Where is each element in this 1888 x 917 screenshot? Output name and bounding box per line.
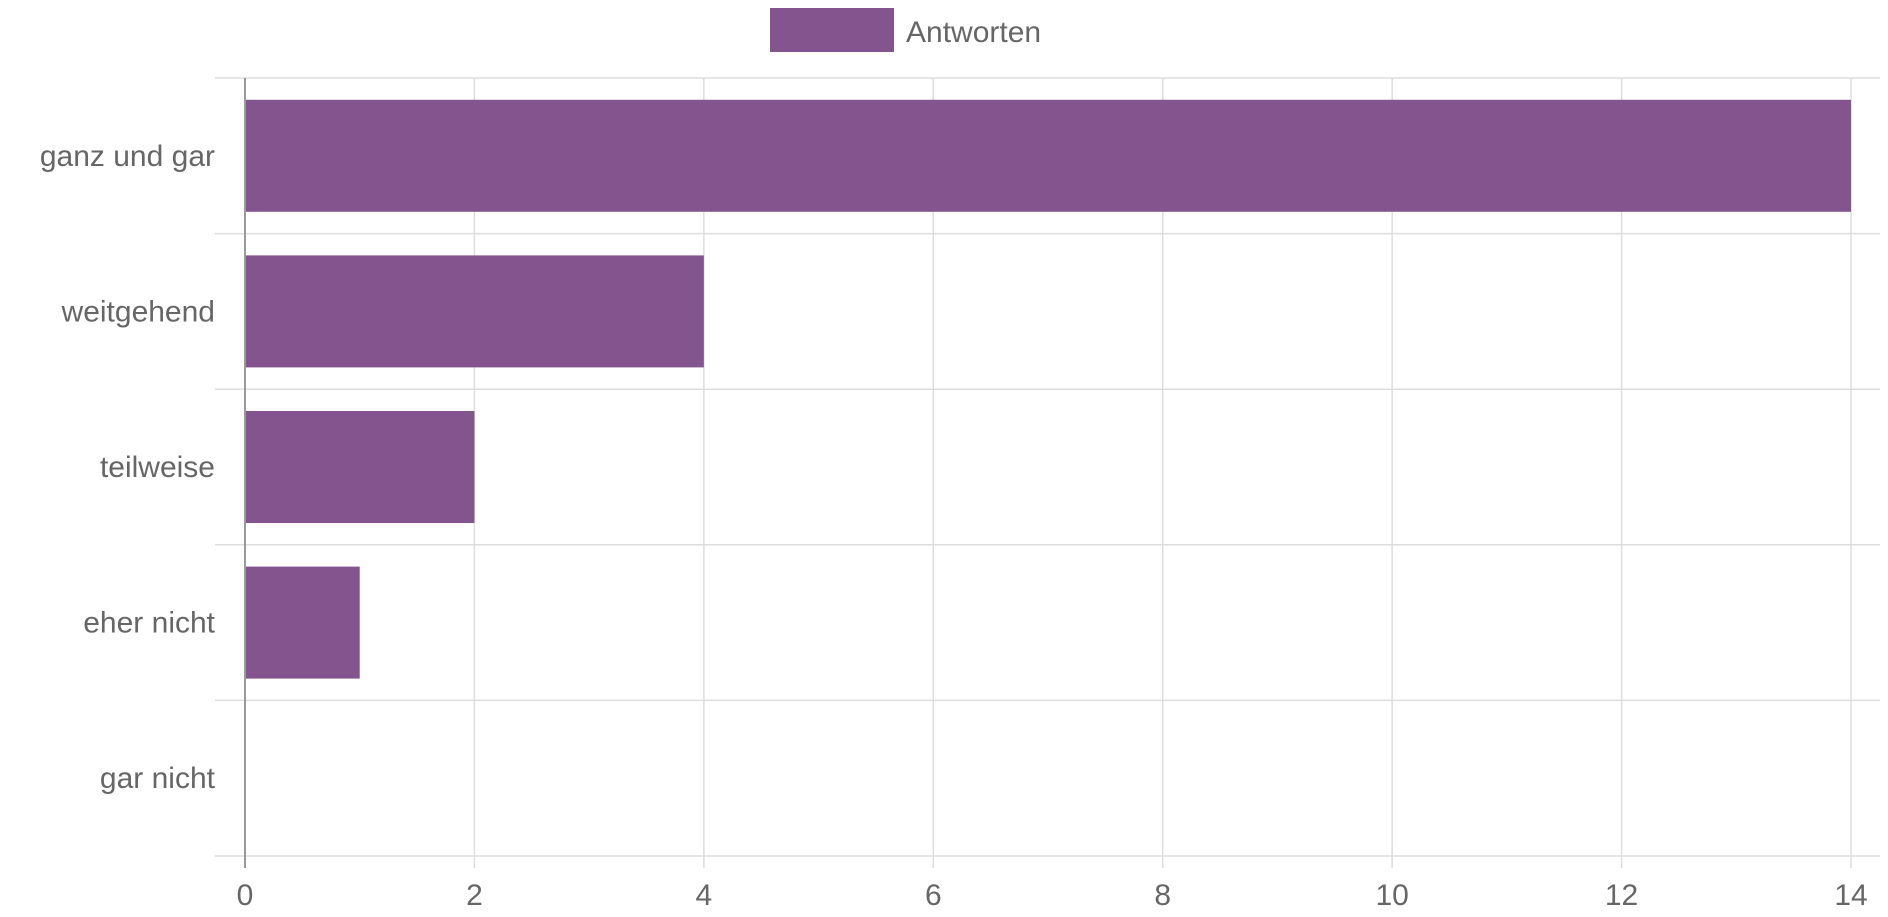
x-tick-label: 14 <box>1834 879 1867 912</box>
bar <box>245 411 475 523</box>
x-tick-label: 4 <box>696 879 713 912</box>
bar <box>245 255 704 368</box>
y-tick-label: weitgehend <box>61 295 215 328</box>
x-tick-label: 6 <box>925 879 942 912</box>
y-tick-label: ganz und gar <box>40 140 215 173</box>
x-tick-label: 8 <box>1154 879 1171 912</box>
legend-swatch <box>770 8 894 52</box>
y-axis-labels: ganz und gar weitgehend teilweise eher nich… <box>40 140 216 795</box>
y-tick-label: teilweise <box>100 451 215 484</box>
legend: Antworten <box>770 8 1041 52</box>
y-tick-label: eher nicht <box>83 607 215 640</box>
x-tick-label: 2 <box>466 879 483 912</box>
x-axis-ticks: 0 2 4 6 8 10 12 14 <box>237 879 1868 912</box>
y-tick-label: gar nicht <box>100 762 216 795</box>
legend-label: Antworten <box>906 16 1041 49</box>
bar <box>245 99 1851 212</box>
bars <box>245 99 1851 679</box>
x-tick-label: 12 <box>1605 879 1638 912</box>
x-tick-label: 10 <box>1375 879 1408 912</box>
bar <box>245 566 360 679</box>
x-tick-label: 0 <box>237 879 254 912</box>
